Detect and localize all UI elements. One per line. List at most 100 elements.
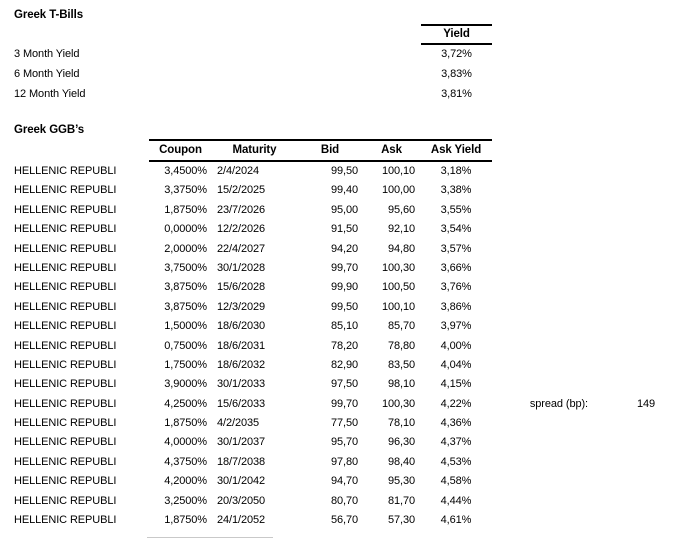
ggbs-title: Greek GGB’s bbox=[14, 124, 85, 136]
cell-ask-yield: 4,04% bbox=[440, 358, 472, 371]
cell-ask: 83,50 bbox=[387, 358, 415, 371]
cell-name: HELLENIC REPUBLI bbox=[14, 223, 117, 236]
ggbs-table-header: Coupon Maturity Bid Ask Ask Yield bbox=[149, 139, 492, 162]
cell-ask: 100,10 bbox=[381, 300, 415, 313]
cell-ask: 57,30 bbox=[387, 514, 415, 527]
cell-maturity: 24/1/2052 bbox=[217, 514, 266, 527]
cell-bid: 94,20 bbox=[330, 242, 358, 255]
cell-coupon: 4,0000% bbox=[164, 436, 207, 449]
cell-coupon: 3,3750% bbox=[164, 184, 207, 197]
cell-coupon: 1,5000% bbox=[164, 320, 207, 333]
cell-ask-yield: 4,61% bbox=[440, 514, 472, 527]
column-header-bid: Bid bbox=[320, 144, 340, 156]
cell-name: HELLENIC REPUBLI bbox=[14, 378, 117, 391]
column-header-ask-yield: Ask Yield bbox=[430, 144, 482, 156]
cell-bid: 56,70 bbox=[330, 514, 358, 527]
ggbs-table-body: HELLENIC REPUBLI 3,4500% 2/4/2024 99,50 100,… bbox=[0, 162, 492, 530]
cell-maturity: 18/6/2030 bbox=[217, 320, 266, 333]
cell-maturity: 18/6/2032 bbox=[217, 358, 266, 371]
table-row: HELLENIC REPUBLI 0,0000% 12/2/2026 91,50 92,… bbox=[0, 220, 492, 239]
cell-maturity: 18/7/2038 bbox=[217, 455, 266, 468]
tbill-yield-value: 3,72% bbox=[441, 48, 472, 60]
table-row: HELLENIC REPUBLI 1,7500% 18/6/2032 82,90 83,… bbox=[0, 356, 492, 375]
cell-maturity: 22/4/2027 bbox=[217, 242, 266, 255]
tbill-row: 12 Month Yield 3,81% bbox=[0, 85, 492, 105]
cell-coupon: 3,4500% bbox=[164, 165, 207, 177]
cell-maturity: 12/2/2026 bbox=[217, 223, 266, 236]
cell-ask: 81,70 bbox=[387, 494, 415, 507]
tbill-row: 3 Month Yield 3,72% bbox=[0, 45, 492, 65]
cell-coupon: 1,8750% bbox=[164, 417, 207, 430]
cell-bid: 80,70 bbox=[330, 494, 358, 507]
cell-name: HELLENIC REPUBLI bbox=[14, 184, 117, 197]
cell-ask: 100,50 bbox=[381, 281, 415, 294]
cell-ask-yield: 4,58% bbox=[440, 475, 472, 488]
cell-coupon: 1,8750% bbox=[164, 203, 207, 216]
cell-name: HELLENIC REPUBLI bbox=[14, 261, 117, 274]
table-row: HELLENIC REPUBLI 3,3750% 15/2/2025 99,40 100… bbox=[0, 181, 492, 200]
cell-name: HELLENIC REPUBLI bbox=[14, 339, 117, 352]
cell-bid: 99,70 bbox=[330, 397, 358, 410]
cell-coupon: 1,7500% bbox=[164, 358, 207, 371]
cell-bid: 94,70 bbox=[330, 475, 358, 488]
cell-bid: 97,50 bbox=[330, 378, 358, 391]
cell-coupon: 4,2500% bbox=[164, 397, 207, 410]
table-row: HELLENIC REPUBLI 3,7500% 30/1/2028 99,70 100… bbox=[0, 259, 492, 278]
cell-ask-yield: 3,38% bbox=[440, 184, 472, 197]
cell-ask: 100,00 bbox=[381, 184, 415, 197]
tbill-label: 6 Month Yield bbox=[14, 67, 80, 80]
table-row: HELLENIC REPUBLI 3,4500% 2/4/2024 99,50 100,… bbox=[0, 162, 492, 181]
cell-ask-yield: 3,97% bbox=[440, 320, 472, 333]
cell-maturity: 4/2/2035 bbox=[217, 417, 260, 430]
cell-maturity: 12/3/2029 bbox=[217, 300, 266, 313]
table-row: HELLENIC REPUBLI 4,3750% 18/7/2038 97,80 98,… bbox=[0, 453, 492, 472]
cell-ask: 78,80 bbox=[387, 339, 415, 352]
cell-name: HELLENIC REPUBLI bbox=[14, 455, 117, 468]
table-row: HELLENIC REPUBLI 2,0000% 22/4/2027 94,20 94,… bbox=[0, 240, 492, 259]
cell-coupon: 0,0000% bbox=[164, 223, 207, 236]
cell-ask: 94,80 bbox=[387, 242, 415, 255]
table-row: HELLENIC REPUBLI 4,2500% 15/6/2033 99,70 100… bbox=[0, 395, 492, 414]
tbills-yield-column-header: Yield bbox=[421, 24, 492, 45]
cell-name: HELLENIC REPUBLI bbox=[14, 300, 117, 313]
cell-name: HELLENIC REPUBLI bbox=[14, 514, 117, 527]
cell-maturity: 30/1/2033 bbox=[217, 378, 266, 391]
table-row: HELLENIC REPUBLI 3,8750% 12/3/2029 99,50 100… bbox=[0, 298, 492, 317]
cell-bid: 82,90 bbox=[330, 358, 358, 371]
tbill-yield-value: 3,83% bbox=[441, 67, 472, 80]
cell-coupon: 3,8750% bbox=[164, 300, 207, 313]
cell-bid: 85,10 bbox=[330, 320, 358, 333]
cell-bid: 95,70 bbox=[330, 436, 358, 449]
cell-ask: 98,40 bbox=[387, 455, 415, 468]
table-row: HELLENIC REPUBLI 3,8750% 15/6/2028 99,90 100… bbox=[0, 278, 492, 297]
tbills-rows: 3 Month Yield 3,72% 6 Month Yield 3,83% 12 M… bbox=[0, 45, 492, 104]
table-row: HELLENIC REPUBLI 1,8750% 4/2/2035 77,50 78,1… bbox=[0, 414, 492, 433]
cell-name: HELLENIC REPUBLI bbox=[14, 281, 117, 294]
cell-ask: 95,30 bbox=[387, 475, 415, 488]
cell-bid: 97,80 bbox=[330, 455, 358, 468]
cell-name: HELLENIC REPUBLI bbox=[14, 417, 117, 430]
cell-ask-yield: 3,57% bbox=[440, 242, 472, 255]
tbill-label: 3 Month Yield bbox=[14, 48, 80, 60]
cell-coupon: 3,9000% bbox=[164, 378, 207, 391]
cell-maturity: 18/6/2031 bbox=[217, 339, 266, 352]
tbill-label: 12 Month Yield bbox=[14, 87, 86, 100]
cell-bid: 99,50 bbox=[330, 165, 358, 177]
cell-ask: 78,10 bbox=[387, 417, 415, 430]
cell-ask-yield: 4,22% bbox=[440, 397, 472, 410]
cell-maturity: 2/4/2024 bbox=[217, 165, 260, 177]
cell-ask-yield: 4,15% bbox=[440, 378, 472, 391]
table-row: HELLENIC REPUBLI 1,5000% 18/6/2030 85,10 85,… bbox=[0, 317, 492, 336]
cell-coupon: 3,8750% bbox=[164, 281, 207, 294]
cell-name: HELLENIC REPUBLI bbox=[14, 320, 117, 333]
cell-name: HELLENIC REPUBLI bbox=[14, 165, 117, 177]
cell-maturity: 30/1/2042 bbox=[217, 475, 266, 488]
column-header-ask: Ask bbox=[381, 144, 402, 156]
cell-name: HELLENIC REPUBLI bbox=[14, 436, 117, 449]
cell-bid: 99,40 bbox=[330, 184, 358, 197]
column-header-coupon: Coupon bbox=[159, 144, 202, 156]
cell-ask-yield: 3,55% bbox=[440, 203, 472, 216]
table-row: HELLENIC REPUBLI 3,9000% 30/1/2033 97,50 98,… bbox=[0, 375, 492, 394]
cell-name: HELLENIC REPUBLI bbox=[14, 242, 117, 255]
cell-ask-yield: 3,76% bbox=[440, 281, 472, 294]
